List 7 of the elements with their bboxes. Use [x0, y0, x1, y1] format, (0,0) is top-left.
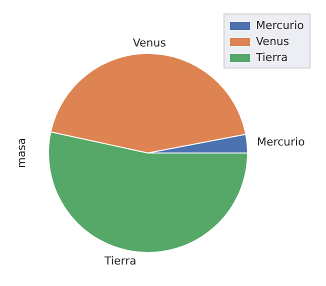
- slice-label: Tierra: [104, 254, 136, 268]
- legend-label: Mercurio: [256, 18, 304, 32]
- legend-label: Tierra: [255, 50, 288, 64]
- legend-label: Venus: [256, 34, 290, 48]
- text: masa: [14, 138, 28, 168]
- slice-label: Mercurio: [256, 136, 306, 149]
- slice-label: Venus: [132, 36, 166, 50]
